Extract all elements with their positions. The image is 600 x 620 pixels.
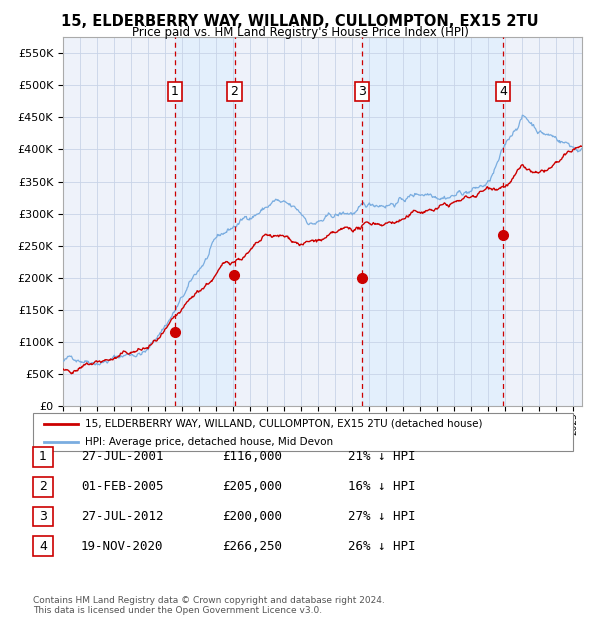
Text: 01-FEB-2005: 01-FEB-2005 (81, 480, 163, 493)
Text: £116,000: £116,000 (222, 451, 282, 463)
Text: Price paid vs. HM Land Registry's House Price Index (HPI): Price paid vs. HM Land Registry's House … (131, 26, 469, 39)
Text: 15, ELDERBERRY WAY, WILLAND, CULLOMPTON, EX15 2TU: 15, ELDERBERRY WAY, WILLAND, CULLOMPTON,… (61, 14, 539, 29)
Text: 4: 4 (39, 540, 47, 552)
Text: 1: 1 (39, 451, 47, 463)
Text: 1: 1 (171, 85, 179, 98)
Text: £200,000: £200,000 (222, 510, 282, 523)
Text: 21% ↓ HPI: 21% ↓ HPI (348, 451, 415, 463)
Bar (362, 37, 503, 406)
Text: 26% ↓ HPI: 26% ↓ HPI (348, 540, 415, 552)
Text: 27% ↓ HPI: 27% ↓ HPI (348, 510, 415, 523)
Text: 4: 4 (499, 85, 508, 98)
Text: Contains HM Land Registry data © Crown copyright and database right 2024.
This d: Contains HM Land Registry data © Crown c… (33, 596, 385, 615)
Text: 3: 3 (39, 510, 47, 523)
Text: 15, ELDERBERRY WAY, WILLAND, CULLOMPTON, EX15 2TU (detached house): 15, ELDERBERRY WAY, WILLAND, CULLOMPTON,… (85, 418, 482, 428)
Text: £266,250: £266,250 (222, 540, 282, 552)
Text: 27-JUL-2001: 27-JUL-2001 (81, 451, 163, 463)
Text: 19-NOV-2020: 19-NOV-2020 (81, 540, 163, 552)
Text: 16% ↓ HPI: 16% ↓ HPI (348, 480, 415, 493)
Text: 3: 3 (358, 85, 366, 98)
Text: 2: 2 (39, 480, 47, 493)
Text: 2: 2 (230, 85, 238, 98)
Text: 27-JUL-2012: 27-JUL-2012 (81, 510, 163, 523)
Text: £205,000: £205,000 (222, 480, 282, 493)
Text: HPI: Average price, detached house, Mid Devon: HPI: Average price, detached house, Mid … (85, 436, 334, 447)
Bar (175, 37, 235, 406)
